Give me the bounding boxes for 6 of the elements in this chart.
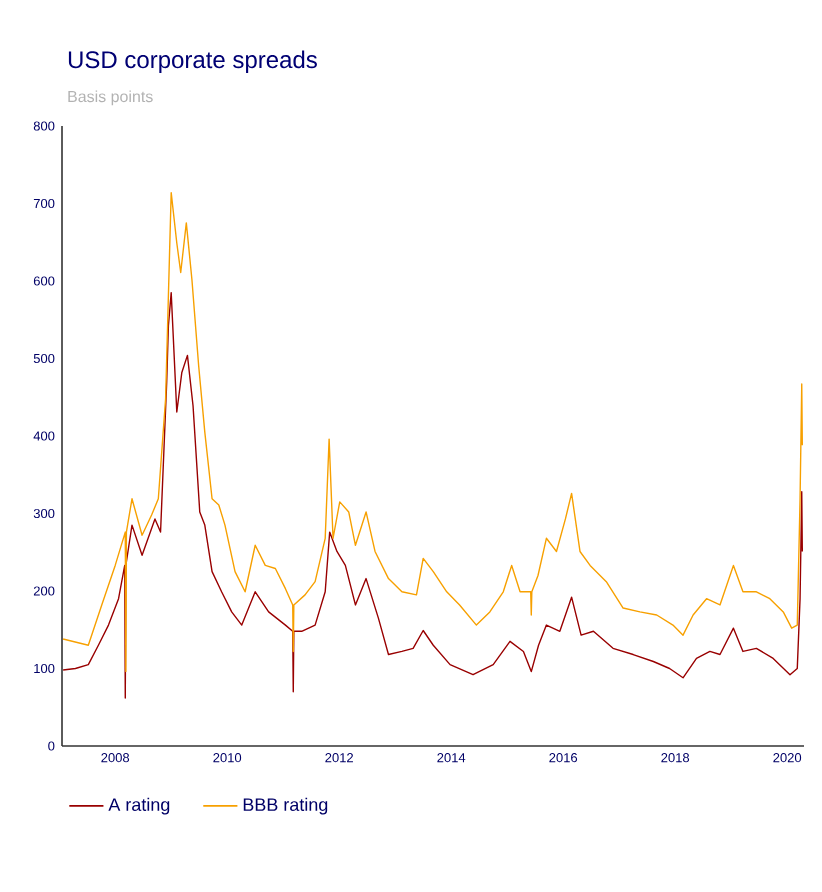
- line-series: [62, 291, 804, 699]
- line-series: [62, 191, 804, 673]
- chart-title: USD corporate spreads: [68, 50, 317, 73]
- y-axis-title: Basis points: [68, 90, 153, 106]
- legend-label: BBB rating: [243, 797, 328, 815]
- legend-label: A rating: [108, 797, 170, 815]
